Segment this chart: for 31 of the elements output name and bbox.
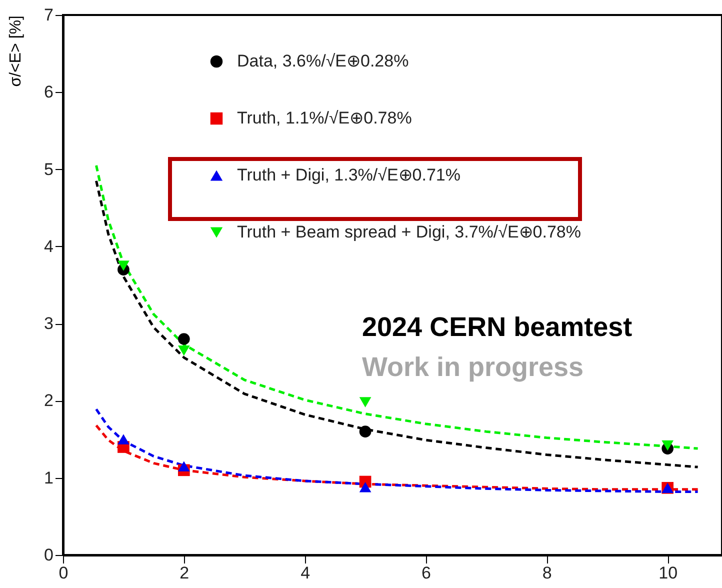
y-tick-label: 4 <box>44 236 54 256</box>
point <box>359 397 372 408</box>
point <box>118 434 130 444</box>
legend-label: Truth + Digi, 1.3%/√E⊕0.71% <box>237 166 460 184</box>
x-tick-label: 4 <box>300 564 310 582</box>
legend-label: Data, 3.6%/√E⊕0.28% <box>237 52 409 70</box>
point <box>662 440 674 451</box>
point <box>359 426 372 438</box>
y-tick-label: 5 <box>44 160 54 179</box>
annotation: 2024 CERN beamtest <box>362 312 632 343</box>
x-tick-label: 10 <box>658 564 678 582</box>
y-tick-label: 1 <box>44 468 54 488</box>
y-tick-label: 6 <box>44 82 54 102</box>
point <box>178 345 190 356</box>
line-series <box>95 408 700 493</box>
point <box>178 333 190 345</box>
point <box>359 482 372 492</box>
x-tick-label: 0 <box>58 564 68 582</box>
y-tick-label: 3 <box>44 314 54 334</box>
point <box>118 260 130 271</box>
y-axis-title: σ/<E> [%] <box>8 16 24 87</box>
point <box>178 461 190 472</box>
y-tick-label: 2 <box>44 391 54 410</box>
x-tick-label: 2 <box>180 564 190 582</box>
x-tick-label: 8 <box>542 564 552 582</box>
annotation: Work in progress <box>362 352 584 383</box>
y-tick-label: 7 <box>44 6 54 24</box>
legend-label: Truth + Beam spread + Digi, 3.7%/√E⊕0.78% <box>237 222 581 242</box>
y-tick-label: 0 <box>44 546 54 564</box>
x-tick-label: 6 <box>422 564 431 582</box>
legend-label: Truth, 1.1%/√E⊕0.78% <box>237 108 412 128</box>
